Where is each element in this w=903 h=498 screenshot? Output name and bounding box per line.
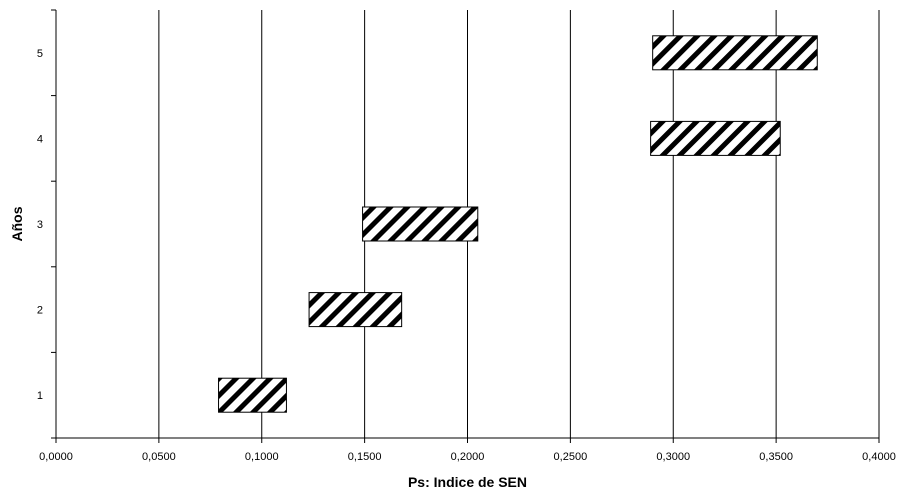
y-tick-label: 5: [37, 48, 43, 60]
gridlines: [158, 10, 880, 438]
x-tick-label: 0,1500: [348, 451, 382, 463]
tick-labels: 0,0000 0,0500 0,1000 0,1500 0,2000 0,2500 0,30…: [37, 48, 896, 463]
x-tick-label: 0,1000: [245, 451, 279, 463]
range-bar-year-3: [362, 206, 479, 242]
x-tick-label: 0,4000: [862, 451, 896, 463]
range-bar-year-4: [650, 120, 781, 156]
range-bar-year-5: [652, 35, 818, 71]
y-tick-label: 4: [37, 133, 43, 145]
range-bar-year-1: [218, 377, 287, 413]
x-tick-label: 0,3000: [656, 451, 690, 463]
x-tick-label: 0,3500: [759, 451, 793, 463]
range-bars: [218, 35, 818, 413]
x-tick-label: 0,0500: [142, 451, 176, 463]
axes: [51, 9, 880, 443]
x-tick-label: 0,2000: [451, 451, 485, 463]
y-tick-label: 3: [37, 219, 43, 231]
range-bar-year-2: [308, 292, 403, 328]
y-axis-title: Años: [9, 206, 25, 241]
x-axis-title: Ps: Indice de SEN: [408, 474, 527, 490]
x-tick-label: 0,0000: [39, 451, 73, 463]
y-tick-label: 1: [37, 390, 43, 402]
x-tick-label: 0,2500: [554, 451, 588, 463]
y-tick-label: 2: [37, 305, 43, 317]
